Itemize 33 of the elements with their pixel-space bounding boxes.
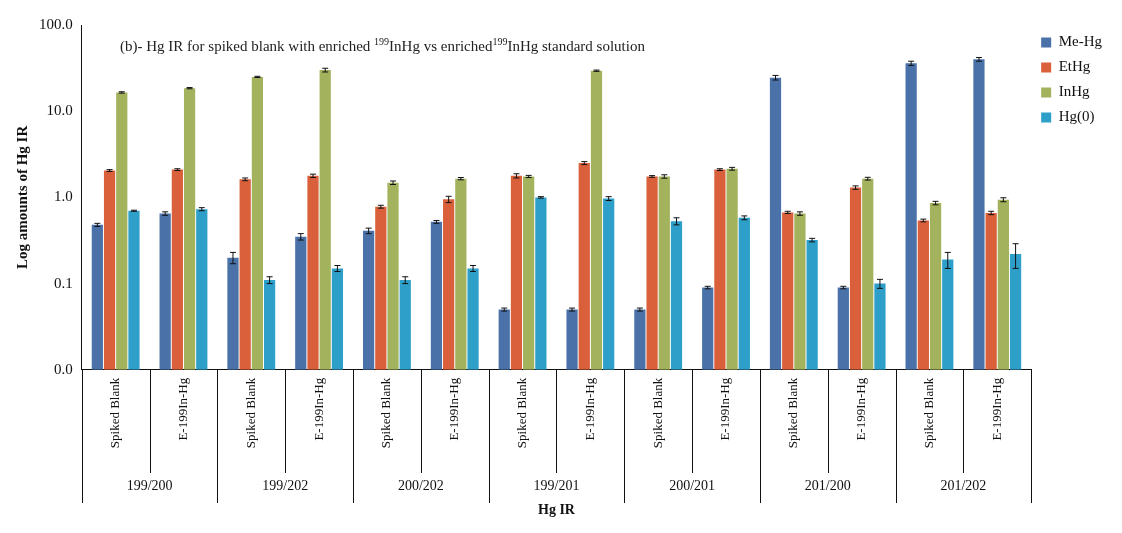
- y-tick-label: 100.0: [39, 15, 73, 32]
- legend-label: Hg(0): [1058, 108, 1095, 126]
- x-tick-label: Spiked Blank: [649, 377, 665, 449]
- y-axis-title: Log amounts of Hg IR: [13, 125, 30, 270]
- x-tick-label: Spiked Blank: [920, 377, 936, 449]
- legend-label: InHg: [1058, 83, 1090, 100]
- text: 199/200: [126, 477, 173, 493]
- x-tick-label: E-199In-Hg: [310, 377, 326, 441]
- x-tick-label: E-199In-Hg: [853, 377, 869, 441]
- y-tick-label: 10.0: [46, 102, 73, 119]
- x-tick-label: Spiked Blank: [242, 377, 258, 449]
- x-tick-label: Spiked Blank: [785, 377, 801, 449]
- text: 201/202: [940, 477, 987, 493]
- text: 201/200: [804, 477, 851, 493]
- y-tick-label: 0.0: [54, 360, 73, 377]
- x-tick-label: Spiked Blank: [378, 377, 394, 449]
- legend-label: Me-Hg: [1058, 33, 1103, 50]
- x-tick-label: E-199In-Hg: [717, 377, 733, 441]
- legend-label: EtHg: [1058, 58, 1091, 75]
- x-tick-label: E-199In-Hg: [581, 377, 597, 441]
- text: 199/201: [533, 477, 580, 493]
- x-axis-title: Hg IR: [537, 502, 576, 518]
- text: 200/201: [669, 477, 716, 493]
- text: 200/202: [397, 477, 444, 493]
- y-tick-label: 0.1: [54, 274, 73, 291]
- x-tick-label: E-199In-Hg: [446, 377, 462, 441]
- x-tick-label: E-199In-Hg: [988, 377, 1004, 441]
- y-tick-label: 1.0: [54, 188, 73, 205]
- text: 199/202: [262, 477, 309, 493]
- text: (b)- Hg IR for spiked blank with enriched $^{199}$InHg vs enriched$^{199}$InHg standard solution: [120, 36, 645, 55]
- x-tick-label: Spiked Blank: [513, 377, 529, 449]
- x-tick-label: E-199In-Hg: [174, 377, 190, 441]
- x-tick-label: Spiked Blank: [107, 377, 123, 449]
